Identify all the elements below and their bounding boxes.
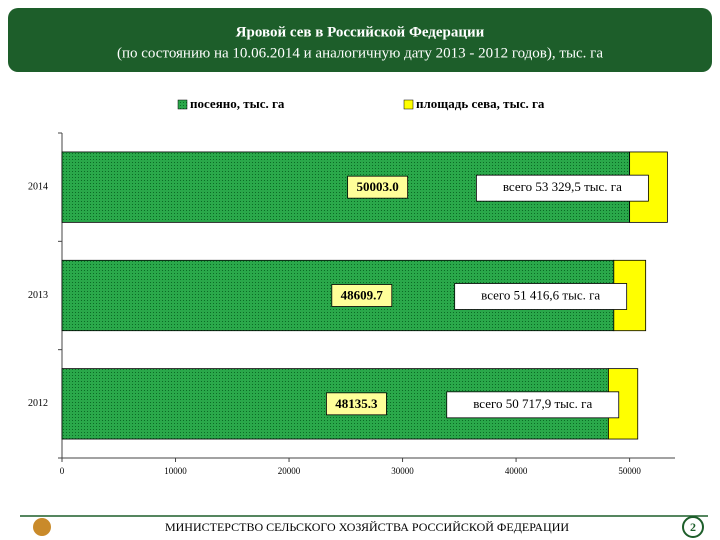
legend-swatch [403, 99, 414, 110]
annotation-box [446, 391, 620, 419]
annotation: всего 51 416,6 тыс. га [481, 287, 600, 302]
legend-label: посеяно, тыс. га [190, 96, 285, 111]
legend-swatch [177, 99, 188, 110]
annotation: всего 53 329,5 тыс. га [503, 179, 622, 194]
x-tick-label: 50000 [618, 466, 641, 476]
x-tick-label: 40000 [505, 466, 528, 476]
page-circle [682, 516, 704, 538]
data-label: 50003.0 [357, 179, 399, 194]
page-number: 2 [690, 520, 696, 534]
x-tick-label: 20000 [278, 466, 301, 476]
header-box [8, 8, 712, 72]
annotation: всего 50 717,9 тыс. га [473, 396, 592, 411]
chart-subtitle: (по состоянию на 10.06.2014 и аналогичну… [117, 45, 603, 61]
legend-label: площадь сева, тыс. га [416, 96, 545, 111]
data-label: 48609.7 [341, 287, 384, 302]
data-label: 48135.3 [335, 396, 378, 411]
x-tick-label: 0 [60, 466, 65, 476]
data-label-box [331, 284, 393, 307]
footer-text: МИНИСТЕРСТВО СЕЛЬСКОГО ХОЗЯЙСТВА РОССИЙС… [165, 520, 569, 534]
data-label-box [347, 175, 409, 199]
chart-title: Яровой сев в Российской Федерации [236, 24, 485, 40]
y-tick-label: 2014 [28, 181, 48, 192]
logo [33, 518, 51, 536]
data-label-box [326, 392, 387, 416]
x-tick-label: 10000 [164, 466, 187, 476]
y-tick-label: 2012 [28, 398, 48, 409]
x-tick-label: 30000 [391, 466, 414, 476]
annotation-box [475, 174, 649, 202]
annotation-box [454, 283, 628, 310]
y-tick-label: 2013 [28, 290, 48, 301]
